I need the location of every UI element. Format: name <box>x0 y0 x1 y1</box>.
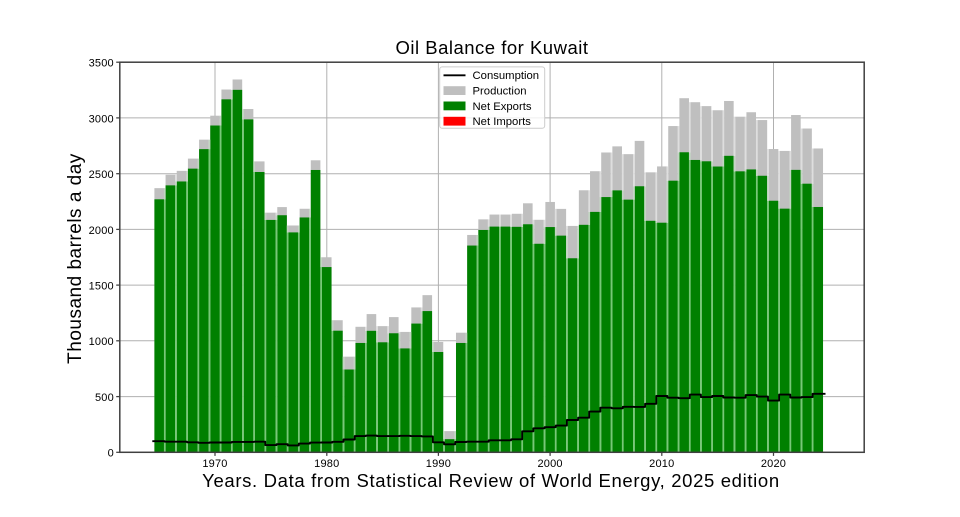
svg-text:Net Exports: Net Exports <box>473 101 532 113</box>
svg-text:2010: 2010 <box>649 458 674 470</box>
svg-text:500: 500 <box>95 392 114 404</box>
svg-text:3500: 3500 <box>89 58 114 70</box>
svg-text:Years. Data from Statistical R: Years. Data from Statistical Review of W… <box>202 470 780 491</box>
svg-text:Net Imports: Net Imports <box>473 116 532 128</box>
svg-text:Oil Balance for Kuwait: Oil Balance for Kuwait <box>395 37 588 58</box>
svg-text:1970: 1970 <box>202 458 227 470</box>
svg-text:0: 0 <box>108 448 114 460</box>
svg-text:Production: Production <box>473 86 527 98</box>
svg-text:1980: 1980 <box>314 458 339 470</box>
svg-text:1500: 1500 <box>89 281 114 293</box>
svg-text:2000: 2000 <box>537 458 562 470</box>
svg-text:2500: 2500 <box>89 169 114 181</box>
svg-text:1990: 1990 <box>426 458 451 470</box>
svg-text:1000: 1000 <box>89 336 114 348</box>
svg-text:Consumption: Consumption <box>473 70 540 82</box>
svg-text:2000: 2000 <box>89 225 114 237</box>
svg-text:2020: 2020 <box>761 458 786 470</box>
svg-text:Thousand barrels a day: Thousand barrels a day <box>65 153 86 364</box>
svg-text:3000: 3000 <box>89 113 114 125</box>
